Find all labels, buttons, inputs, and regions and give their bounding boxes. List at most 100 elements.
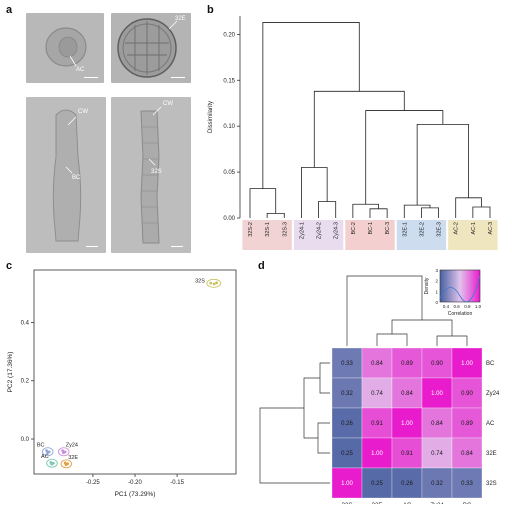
leaf-group-box	[242, 220, 292, 250]
heatmap-cell	[361, 437, 393, 469]
y-tick-label: 0.15	[223, 78, 235, 84]
heatmap-cell	[451, 407, 483, 439]
leaf-label: 32E-3	[437, 222, 443, 237]
leaf-label: AC-1	[471, 222, 477, 235]
column-dendrogram-branch	[346, 275, 423, 346]
row-dendrogram-branch	[317, 422, 330, 454]
panel-b-letter: b	[207, 4, 214, 16]
heatmap-cell	[451, 347, 483, 379]
pca-scatter-chart: -0.25 -0.20 -0.15 0.0 0.2 0.4 PC1 (73.29%) PC2 …	[7, 269, 237, 498]
heatmap-row-label: 32S	[486, 481, 497, 487]
heatmap-column-label: AC	[403, 503, 412, 504]
row-dendrogram-branch	[319, 362, 330, 394]
heatmap-cell	[451, 467, 483, 499]
leaf-label: Zy24-3	[334, 222, 340, 239]
row-dendrogram-branch	[259, 407, 330, 484]
color-key	[439, 269, 481, 303]
32e-embryo-image	[117, 18, 178, 78]
dendrogram-branch	[313, 90, 405, 168]
heatmap-cell	[331, 407, 363, 439]
dendrogram-branch	[472, 206, 491, 218]
heatmap-cell-value: 0.32	[431, 481, 443, 487]
group-label: 32E	[68, 455, 78, 461]
color-key-y-tick: 1	[435, 289, 438, 294]
label-32e: 32E	[175, 16, 186, 22]
scale-bar	[86, 246, 98, 247]
panel-a-letter: a	[6, 4, 13, 16]
group-ellipse	[42, 447, 54, 457]
heatmap-cell-value: 0.25	[371, 481, 383, 487]
heatmap-cell	[331, 377, 363, 409]
heatmap-cell-value: 0.32	[341, 391, 353, 397]
color-key-x-tick: 0.4	[443, 304, 450, 309]
heatmap-cell	[361, 347, 393, 379]
heatmap-cell-value: 1.00	[341, 481, 353, 487]
heatmap-column-label: 32E	[372, 503, 383, 504]
scatter-point	[209, 281, 213, 285]
heatmap-cell	[331, 467, 363, 499]
scatter-point	[62, 451, 65, 455]
x-axis-label: PC1 (73.29%)	[115, 491, 156, 498]
group-ellipse	[60, 459, 72, 469]
y-tick-label: 0.4	[21, 320, 30, 326]
heatmap-cell-value: 0.84	[371, 361, 383, 367]
dendrogram-branch	[266, 213, 285, 218]
dendrogram-branch	[318, 201, 337, 218]
group-ellipse	[206, 278, 222, 288]
32s-suspensor-image	[140, 106, 162, 244]
leaf-label: Zy24-2	[317, 222, 323, 239]
heatmap-cell-value: 0.90	[431, 361, 443, 367]
heatmap-row-label: BC	[486, 361, 495, 367]
density-curve	[439, 275, 481, 303]
dendrogram-branch	[416, 123, 469, 206]
label-bc: BC	[72, 175, 81, 181]
x-tick-label: -0.25	[86, 480, 100, 486]
label-ac: AC	[76, 67, 85, 73]
heatmap-row-label: 32E	[486, 451, 497, 457]
group-label: 32S	[195, 278, 205, 284]
color-key-y-tick: 2	[435, 279, 438, 284]
y-tick-label: 0.00	[223, 216, 235, 222]
leaf-label: BC-3	[385, 222, 391, 235]
leaf-label: BC-1	[368, 222, 374, 235]
heatmap-cell-value: 0.91	[401, 451, 413, 457]
dendrogram-branch	[403, 204, 431, 218]
heatmap-cell-value: 1.00	[461, 361, 473, 367]
color-key-title: Correlation	[448, 311, 473, 317]
y-axis-label: Dissimilarity	[208, 101, 214, 133]
y-tick-label: 0.10	[223, 124, 235, 130]
micrograph-bc: CW BC	[26, 97, 106, 253]
color-key-y-tick: 3	[435, 268, 438, 273]
y-axis-label: PC2 (17.36%)	[7, 352, 14, 393]
heatmap-cell	[421, 467, 453, 499]
scatter-point	[215, 281, 219, 285]
heatmap-row-label: AC	[486, 421, 495, 427]
leaf-label: 32S-3	[282, 222, 288, 237]
leaf-group-box	[345, 220, 395, 250]
column-dendrogram-branch	[391, 319, 453, 336]
heatmap-cell-value: 0.26	[401, 481, 413, 487]
micrograph-32s: CW 32S	[111, 97, 191, 253]
micrograph-32e: 32E	[111, 13, 191, 83]
y-tick-label: 0.2	[21, 379, 30, 385]
correlation-heatmap-chart: 0.33 0.84 0.89 0.90 1.000.32 0.74 0.84 1.00 0.90…	[259, 268, 500, 504]
leaf-group-box	[293, 220, 344, 250]
row-dendrogram-branch	[303, 377, 320, 439]
dendrogram-branch	[352, 203, 379, 218]
color-key-x-tick: 0.6	[454, 304, 461, 309]
dendrogram-branch	[369, 208, 388, 218]
micrograph-ac: AC	[26, 13, 104, 83]
heatmap-cell	[421, 347, 453, 379]
heatmap-cell-value: 0.74	[371, 391, 383, 397]
heatmap-cell	[451, 377, 483, 409]
column-dendrogram-branch	[376, 333, 408, 346]
scatter-point	[50, 462, 54, 466]
group-label: Zy24	[66, 443, 78, 449]
group-label: AC	[41, 454, 49, 460]
label-cw: CW	[163, 101, 173, 107]
heatmap-cell-value: 1.00	[371, 451, 383, 457]
panel-d-letter: d	[258, 260, 265, 272]
heatmap-row-label: Zy24	[486, 391, 500, 397]
column-dendrogram-branch	[436, 335, 468, 346]
heatmap-cell-value: 0.84	[401, 391, 413, 397]
